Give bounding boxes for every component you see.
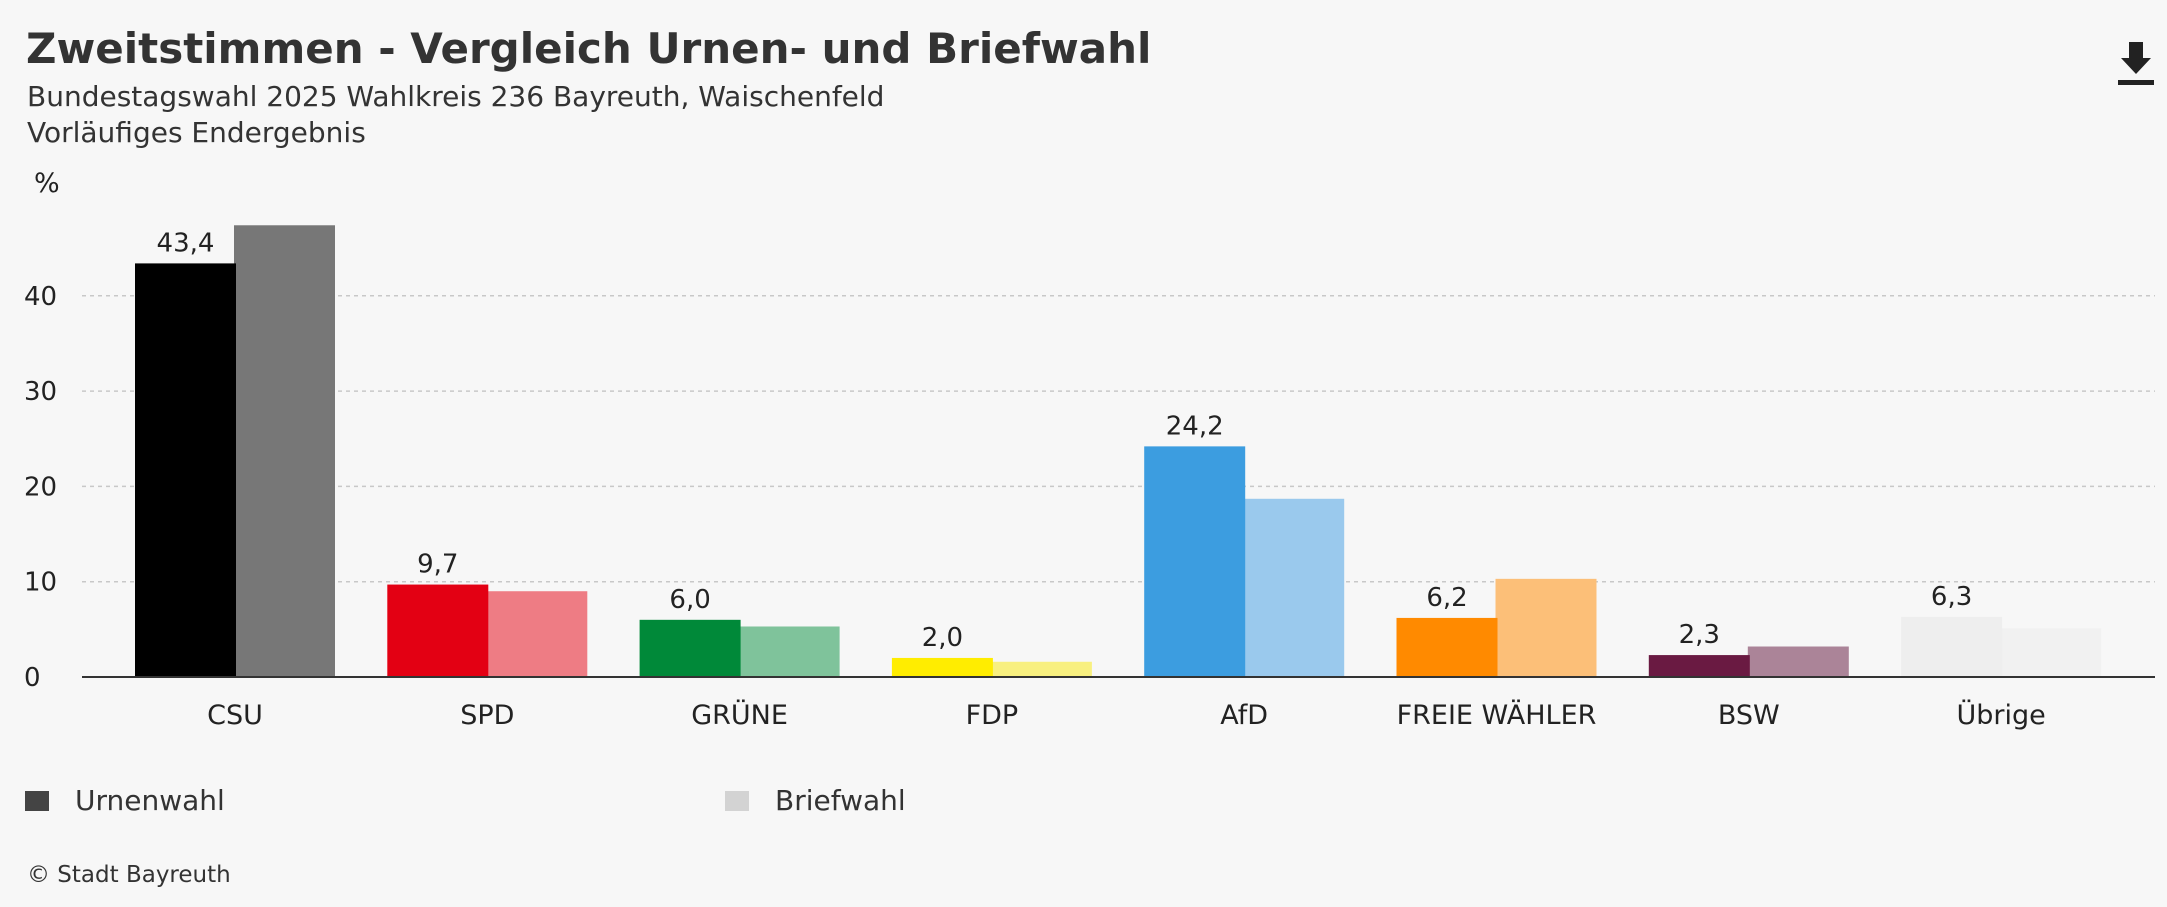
bar-briefwahl (738, 626, 840, 677)
download-icon (2118, 42, 2154, 85)
data-label: 2,3 (1679, 620, 1720, 650)
bar-urnenwahl (1144, 446, 1246, 677)
x-tick-label: FDP (966, 700, 1019, 731)
bar-urnenwahl (135, 263, 236, 677)
bar-briefwahl (486, 591, 588, 677)
bar-urnenwahl (1648, 655, 1750, 677)
x-tick-label: CSU (207, 700, 263, 731)
data-label: 43,4 (157, 228, 215, 258)
legend-item-briefwahl: Briefwahl (725, 784, 906, 817)
bar-urnenwahl (891, 657, 993, 677)
bar-briefwahl (1495, 578, 1597, 677)
bar-urnenwahl (387, 584, 489, 677)
y-tick-label: 20 (24, 472, 57, 502)
data-label: 6,3 (1931, 582, 1972, 612)
bar-chart: % 0 10 20 30 40 43,4 CSU 9,7 SPD 6,0 GRÜNE 2,0 FDP 24,… (24, 168, 2155, 731)
x-tick-label: BSW (1718, 700, 1780, 731)
legend-swatch-urnenwahl (25, 790, 49, 811)
data-label: 9,7 (417, 550, 458, 580)
legend-label-urnenwahl: Urnenwahl (75, 784, 225, 817)
x-tick-label: FREIE WÄHLER (1397, 699, 1597, 731)
bar-briefwahl (234, 225, 335, 677)
x-tick-label: GRÜNE (691, 699, 788, 731)
bar-urnenwahl (1396, 617, 1498, 677)
data-label: 24,2 (1166, 411, 1224, 441)
y-tick-label: 0 (24, 663, 41, 693)
download-button[interactable] (2116, 38, 2156, 88)
data-label: 2,0 (922, 623, 963, 653)
x-tick-label: SPD (460, 700, 514, 731)
bar-briefwahl (2000, 628, 2102, 677)
bar-briefwahl (990, 661, 1092, 677)
bar-urnenwahl (1901, 616, 2003, 677)
bar-urnenwahl (639, 619, 741, 677)
y-tick-label: 30 (24, 377, 57, 407)
x-tick-label: AfD (1220, 700, 1268, 731)
data-label: 6,2 (1426, 583, 1467, 613)
legend-item-urnenwahl: Urnenwahl (25, 784, 225, 817)
y-tick-label: 10 (24, 568, 57, 598)
legend-label-briefwahl: Briefwahl (775, 784, 906, 817)
x-tick-label: Übrige (1956, 699, 2045, 731)
y-axis-unit-label: % (34, 168, 60, 199)
legend-swatch-briefwahl (725, 790, 749, 811)
copyright-source: © Stadt Bayreuth (27, 862, 231, 888)
bar-briefwahl (1747, 646, 1849, 677)
bar-briefwahl (1243, 498, 1345, 677)
y-tick-label: 40 (24, 282, 57, 312)
chart-status: Vorläufiges Endergebnis (27, 116, 366, 149)
chart-title: Zweitstimmen - Vergleich Urnen- und Brie… (26, 24, 1152, 73)
chart-subtitle: Bundestagswahl 2025 Wahlkreis 236 Bayreu… (27, 80, 885, 113)
data-label: 6,0 (669, 585, 710, 615)
